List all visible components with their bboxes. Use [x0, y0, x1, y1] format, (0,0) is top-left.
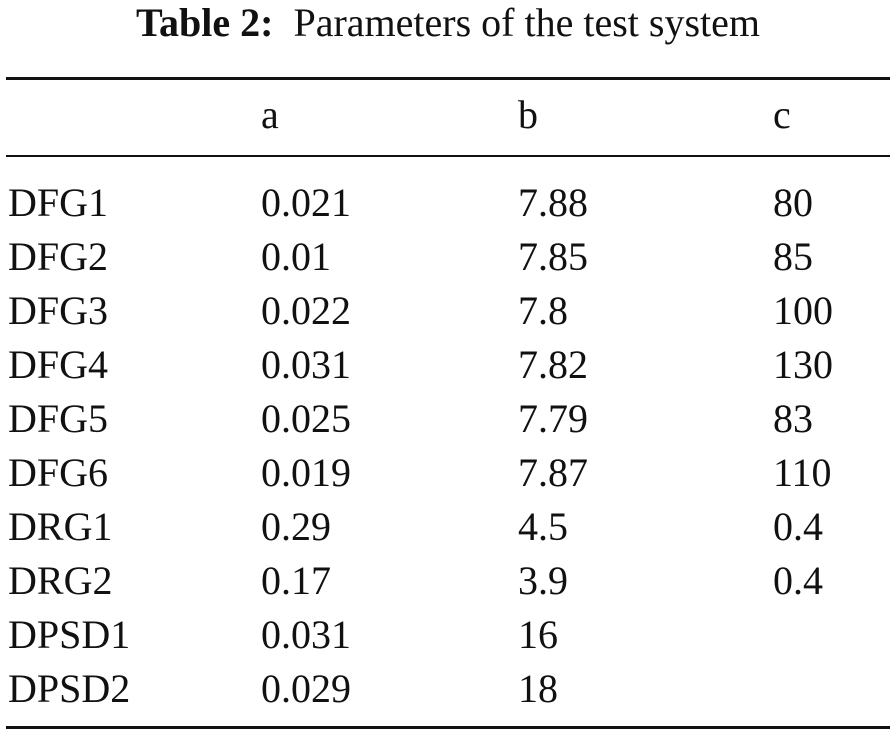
- b-value-cell: 16: [518, 612, 558, 657]
- row-label-cell: DFG1: [8, 180, 109, 225]
- caption-text: Parameters of the test system: [293, 0, 760, 45]
- c-value-cell: 110: [773, 450, 832, 495]
- row-label-cell: DPSD2: [8, 666, 131, 711]
- header-cell-a: a: [261, 92, 279, 137]
- row-label-cell: DRG2: [8, 558, 113, 603]
- a-value-cell: 0.031: [261, 612, 351, 657]
- b-value-cell: 7.85: [518, 234, 588, 279]
- a-value-cell: 0.031: [261, 342, 351, 387]
- b-value-cell: 7.82: [518, 342, 588, 387]
- bottom-rule: [6, 726, 890, 729]
- b-value-cell: 7.88: [518, 180, 588, 225]
- row-label-cell: DFG2: [8, 234, 109, 279]
- top-rule: [6, 77, 890, 80]
- a-value-cell: 0.01: [261, 234, 331, 279]
- row-label-cell: DFG5: [8, 396, 109, 441]
- header-rule: [6, 155, 890, 157]
- row-label-cell: DFG4: [8, 342, 109, 387]
- c-value-cell: 80: [773, 180, 813, 225]
- b-value-cell: 4.5: [518, 504, 568, 549]
- row-label-cell: DFG3: [8, 288, 109, 333]
- row-label-cell: DFG6: [8, 450, 109, 495]
- b-value-cell: 7.79: [518, 396, 588, 441]
- header-cell-b: b: [518, 92, 538, 137]
- a-value-cell: 0.019: [261, 450, 351, 495]
- c-value-cell: 83: [773, 396, 813, 441]
- a-value-cell: 0.29: [261, 504, 331, 549]
- a-value-cell: 0.029: [261, 666, 351, 711]
- c-value-cell: 85: [773, 234, 813, 279]
- caption-label: Table 2:: [136, 0, 274, 45]
- b-value-cell: 3.9: [518, 558, 568, 603]
- b-value-cell: 18: [518, 666, 558, 711]
- b-value-cell: 7.87: [518, 450, 588, 495]
- c-value-cell: 100: [773, 288, 833, 333]
- c-value-cell: 130: [773, 342, 833, 387]
- a-value-cell: 0.021: [261, 180, 351, 225]
- row-label-cell: DRG1: [8, 504, 113, 549]
- b-value-cell: 7.8: [518, 288, 568, 333]
- header-cell-c: c: [773, 92, 791, 137]
- table-caption: Table 2: Parameters of the test system: [0, 0, 896, 46]
- c-value-cell: 0.4: [773, 504, 823, 549]
- row-label-cell: DPSD1: [8, 612, 131, 657]
- a-value-cell: 0.025: [261, 396, 351, 441]
- a-value-cell: 0.022: [261, 288, 351, 333]
- a-value-cell: 0.17: [261, 558, 331, 603]
- c-value-cell: 0.4: [773, 558, 823, 603]
